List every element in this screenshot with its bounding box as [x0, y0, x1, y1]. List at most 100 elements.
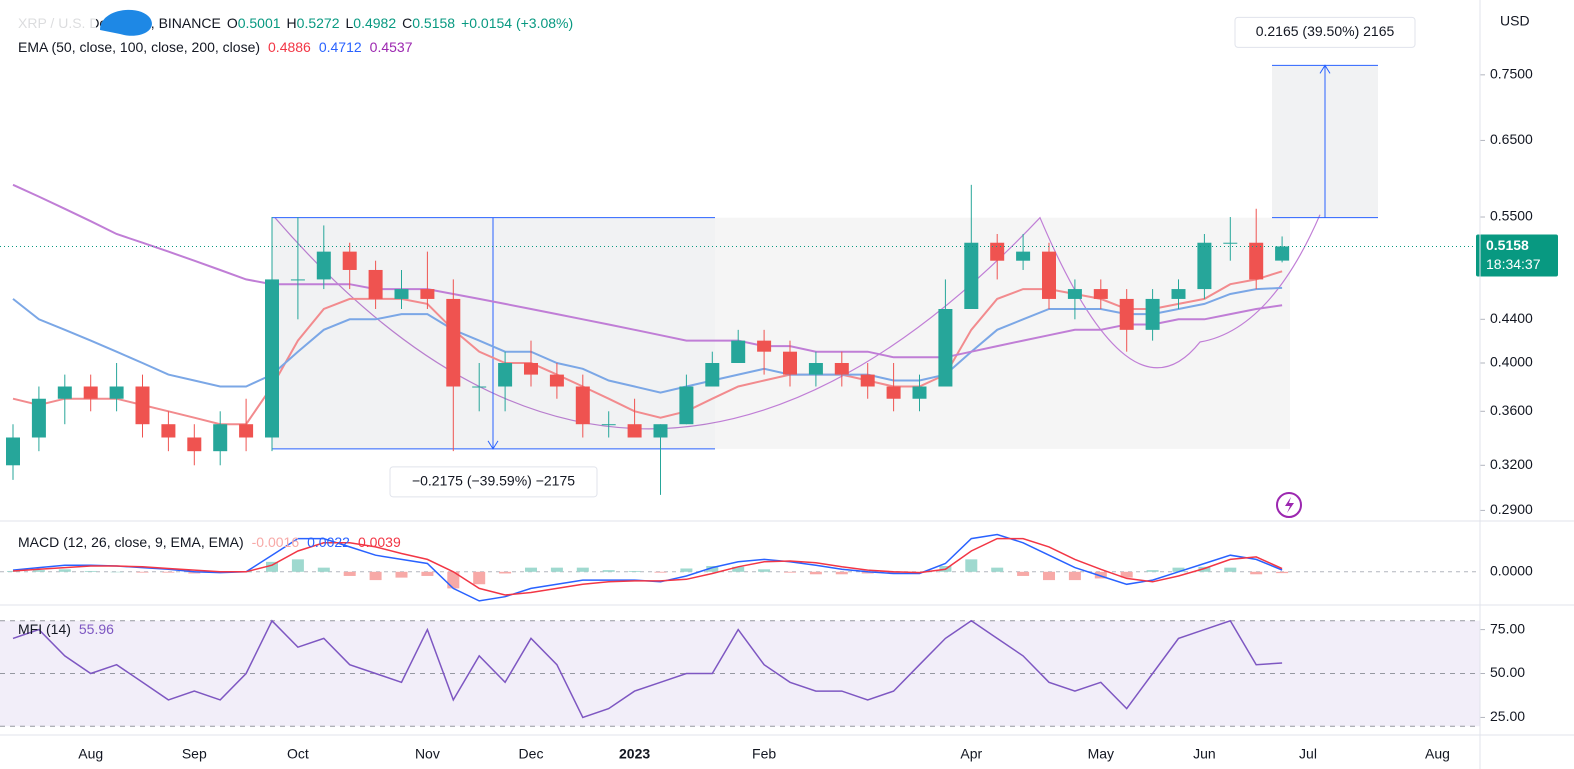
y-tick-label: 0.4400	[1490, 310, 1533, 326]
histogram-bar	[1146, 570, 1159, 572]
candle-body	[135, 386, 150, 425]
alert-icon-bolt	[1285, 497, 1294, 513]
histogram-bar	[525, 567, 537, 572]
histogram-bar	[317, 567, 330, 572]
candle-body	[446, 298, 461, 387]
x-tick-label: Jul	[1299, 746, 1317, 762]
candle-body	[964, 242, 979, 310]
histogram-bar	[706, 565, 719, 572]
y-tick-label: 0.0000	[1490, 563, 1533, 579]
candle-body	[757, 340, 772, 352]
macd-value: 0.0022	[307, 534, 350, 550]
candle-body	[1197, 242, 1212, 290]
candle-body	[1016, 251, 1031, 261]
ohlc-value: 0.5001	[238, 15, 281, 31]
histogram-bar	[162, 571, 175, 573]
histogram-bar	[266, 561, 278, 572]
ohlc-label: L	[345, 15, 353, 31]
histogram-bar	[965, 559, 978, 572]
candle-body	[912, 386, 927, 399]
candle-body	[1145, 298, 1160, 330]
candle-body	[6, 437, 20, 466]
histogram-bar	[343, 571, 356, 576]
histogram-bar	[1017, 571, 1030, 576]
histogram-bar	[809, 571, 822, 575]
cup-curve	[274, 214, 1321, 430]
mfi-legend: MFI (14) 55.96	[18, 621, 114, 637]
candle-body	[394, 289, 409, 299]
y-tick-label: 0.4000	[1490, 354, 1533, 370]
ema-legend: EMA (50, close, 100, close, 200, close) 0…	[18, 39, 413, 55]
y-tick-label: 25.00	[1490, 708, 1525, 724]
candle-body	[1042, 251, 1056, 299]
candle-body	[472, 386, 487, 388]
candle-body	[342, 251, 357, 270]
mfi-value: 55.96	[79, 621, 114, 637]
histogram-bar	[291, 559, 304, 572]
ohlc-label: C	[402, 15, 412, 31]
last-price-label: 0.5158	[1486, 237, 1529, 253]
last-price-box	[1476, 234, 1558, 277]
candle-body	[1223, 242, 1238, 244]
histogram-bar	[861, 571, 874, 574]
candle-body	[1171, 289, 1186, 299]
arrow-head	[1319, 64, 1331, 74]
logo-shape	[100, 9, 152, 36]
measure-label: 0.2165 (39.50%) 2165	[1256, 23, 1395, 39]
logo-bg	[0, 2, 96, 28]
histogram-bar	[835, 571, 848, 575]
histogram-bar	[784, 571, 796, 573]
histogram-bar	[421, 571, 434, 576]
candle-body	[187, 437, 202, 452]
candle-body	[239, 424, 254, 438]
candle-body	[653, 424, 668, 438]
x-tick-label: Dec	[519, 746, 544, 762]
x-tick-label: May	[1088, 746, 1114, 762]
histogram-bar	[110, 571, 123, 573]
plot-layer: 0.2900 0.3200 0.3600 0.4000 0.4400 0.5500 0.65…	[0, 16, 1558, 762]
macd-value: 0.0039	[358, 534, 401, 550]
ema-line	[12, 286, 1283, 394]
candle-body	[601, 424, 616, 426]
x-tick-label: Jun	[1193, 746, 1216, 762]
histogram-bar	[1224, 567, 1237, 572]
alert-icon[interactable]	[1276, 492, 1302, 518]
ema-title: EMA (50, close, 100, close, 200, close)	[18, 39, 260, 55]
currency: USD	[1500, 13, 1530, 29]
x-tick-label: Aug	[1425, 746, 1450, 762]
histogram-bar	[887, 571, 900, 574]
candle-body	[290, 279, 305, 281]
candle-body	[1249, 242, 1264, 280]
candle-body	[213, 424, 228, 452]
histogram-bar	[499, 571, 512, 574]
histogram-bar	[1250, 571, 1263, 575]
histogram-bar	[550, 567, 563, 572]
candle-body	[1275, 246, 1290, 261]
histogram-bar	[1120, 571, 1133, 578]
histogram-bar	[991, 567, 1004, 572]
candle-body	[990, 242, 1005, 261]
candle-body	[860, 374, 875, 387]
candle-body	[886, 386, 901, 399]
candle-body	[498, 362, 513, 387]
candle-body	[316, 251, 331, 280]
histogram-bar	[628, 570, 641, 572]
x-tick-label: Feb	[752, 746, 776, 762]
macd-legend: MACD (12, 26, close, 9, EMA, EMA) -0.0016…	[18, 534, 401, 550]
candle-body	[57, 386, 72, 399]
macd-title: MACD (12, 26, close, 9, EMA, EMA)	[18, 534, 244, 550]
y-tick-label: 0.6500	[1490, 131, 1533, 147]
ohlc-value: 0.5272	[297, 15, 340, 31]
candle-body	[575, 386, 590, 425]
x-tick-label: Nov	[415, 746, 440, 762]
measure-label-box	[1234, 16, 1416, 48]
candle-body	[679, 386, 694, 425]
histogram-bar	[473, 571, 486, 585]
candle-body	[368, 269, 383, 299]
ema-value: 0.4537	[370, 39, 413, 55]
candle-body	[1067, 289, 1082, 299]
candle-body	[1093, 289, 1108, 299]
histogram-bar	[188, 571, 201, 574]
candle-body	[109, 386, 124, 399]
